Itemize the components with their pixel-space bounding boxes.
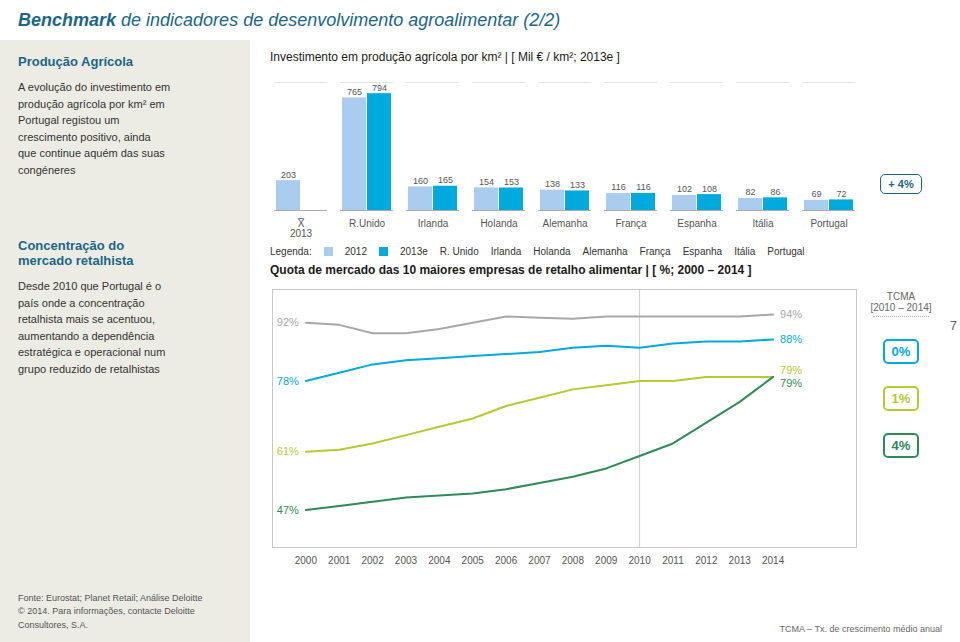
svg-text:2011: 2011 <box>662 555 684 566</box>
svg-text:Alemanha: Alemanha <box>542 218 587 229</box>
svg-text:78%: 78% <box>277 375 299 387</box>
svg-text:França: França <box>615 218 647 229</box>
html-text:Quota de mercado das 10 maiore: Quota de mercado das 10 maiores empresas… <box>270 263 752 277</box>
svg-text:2013: 2013 <box>729 555 752 566</box>
html-text:1%: 1% <box>891 391 911 406</box>
svg-text:92%: 92% <box>277 316 299 328</box>
svg-text:Espanha: Espanha <box>677 218 717 229</box>
html-text:TCMA – Tx. de crescimento médi: TCMA – Tx. de crescimento médio anual <box>779 624 942 634</box>
html-text:Alemanha: Alemanha <box>582 246 628 257</box>
svg-text:2014: 2014 <box>762 555 785 566</box>
html-text:Portugal: Portugal <box>767 246 805 257</box>
svg-text:79%: 79% <box>780 364 802 376</box>
svg-text:2007: 2007 <box>528 555 551 566</box>
html-text:0%: 0% <box>891 344 911 359</box>
html-text:Investimento em produção agríc: Investimento em produção agrícola por km… <box>270 50 620 64</box>
svg-text:2008: 2008 <box>562 555 585 566</box>
html-text:Holanda: Holanda <box>533 246 571 257</box>
html-text:Concentração do mercado retalh: Concentração do mercado retalhista <box>18 238 134 268</box>
html-text:2013e: 2013e <box>400 246 428 257</box>
svg-text:47%: 47% <box>277 504 299 516</box>
svg-text:116: 116 <box>611 182 625 192</box>
svg-text:116: 116 <box>636 182 650 192</box>
svg-text:165: 165 <box>438 175 453 185</box>
svg-text:203: 203 <box>281 170 296 180</box>
html-text:© 2014. Para informações, cont: © 2014. Para informações, contacte Deloi… <box>18 606 195 630</box>
svg-text:94%: 94% <box>780 308 802 320</box>
svg-text:108: 108 <box>702 183 717 193</box>
svg-text:82: 82 <box>745 187 755 197</box>
svg-text:154: 154 <box>479 177 494 187</box>
svg-text:153: 153 <box>504 177 519 187</box>
html-text:4%: 4% <box>891 438 911 453</box>
html-text:TCMA: TCMA <box>886 291 916 302</box>
svg-text:138: 138 <box>545 179 560 189</box>
svg-text:765: 765 <box>347 87 362 97</box>
html-text:A evolução do investimento em: A evolução do investimento em produção a… <box>18 81 171 176</box>
svg-text:2001: 2001 <box>328 555 351 566</box>
svg-text:2010: 2010 <box>628 555 651 566</box>
svg-text:69: 69 <box>811 189 821 199</box>
svg-text:Holanda: Holanda <box>480 218 518 229</box>
html-text:+ 4%: + 4% <box>888 178 914 190</box>
svg-text:Portugal: Portugal <box>810 218 847 229</box>
svg-text:160: 160 <box>413 176 428 186</box>
html-text:Fonte: Eurostat; Planet Retail: Fonte: Eurostat; Planet Retail; Análise … <box>18 592 203 603</box>
html-text:Legenda:: Legenda: <box>270 246 312 257</box>
svg-text:Irlanda: Irlanda <box>418 218 449 229</box>
html-text:Espanha: Espanha <box>682 246 723 257</box>
html-text:2012: 2012 <box>344 246 367 257</box>
svg-text:133: 133 <box>570 180 585 190</box>
svg-text:X̅2013: X̅2013 <box>290 218 313 239</box>
svg-text:2012: 2012 <box>695 555 718 566</box>
svg-text:61%: 61% <box>277 445 299 457</box>
svg-text:2003: 2003 <box>395 555 418 566</box>
html-text:Desde 2010 que Portugal é o pa: Desde 2010 que Portugal é o país onde a … <box>18 280 166 375</box>
html-text:França: França <box>639 246 671 257</box>
svg-text:88%: 88% <box>780 333 802 345</box>
svg-text:2000: 2000 <box>295 555 318 566</box>
svg-text:102: 102 <box>677 184 692 194</box>
html-text:Irlanda: Irlanda <box>490 246 522 257</box>
svg-text:R.Unido: R.Unido <box>349 218 386 229</box>
svg-text:2005: 2005 <box>462 555 485 566</box>
html-text:R. Unido: R. Unido <box>439 246 479 257</box>
svg-text:2002: 2002 <box>361 555 384 566</box>
html-text:Itália: Itália <box>734 246 756 257</box>
svg-text:Itália: Itália <box>752 218 774 229</box>
html-text:7: 7 <box>949 318 957 333</box>
svg-text:2004: 2004 <box>428 555 451 566</box>
svg-text:72: 72 <box>836 189 846 199</box>
svg-text:2006: 2006 <box>495 555 518 566</box>
svg-text:79%: 79% <box>780 377 802 389</box>
html-text:[2010 – 2014]: [2010 – 2014] <box>870 302 932 313</box>
svg-text:2009: 2009 <box>595 555 618 566</box>
svg-text:86: 86 <box>770 187 780 197</box>
svg-text:794: 794 <box>372 83 387 93</box>
html-text:Benchmark de indicadores de de: Benchmark de indicadores de desenvolvime… <box>18 10 561 30</box>
html-text:Produção Agrícola: Produção Agrícola <box>18 54 134 69</box>
